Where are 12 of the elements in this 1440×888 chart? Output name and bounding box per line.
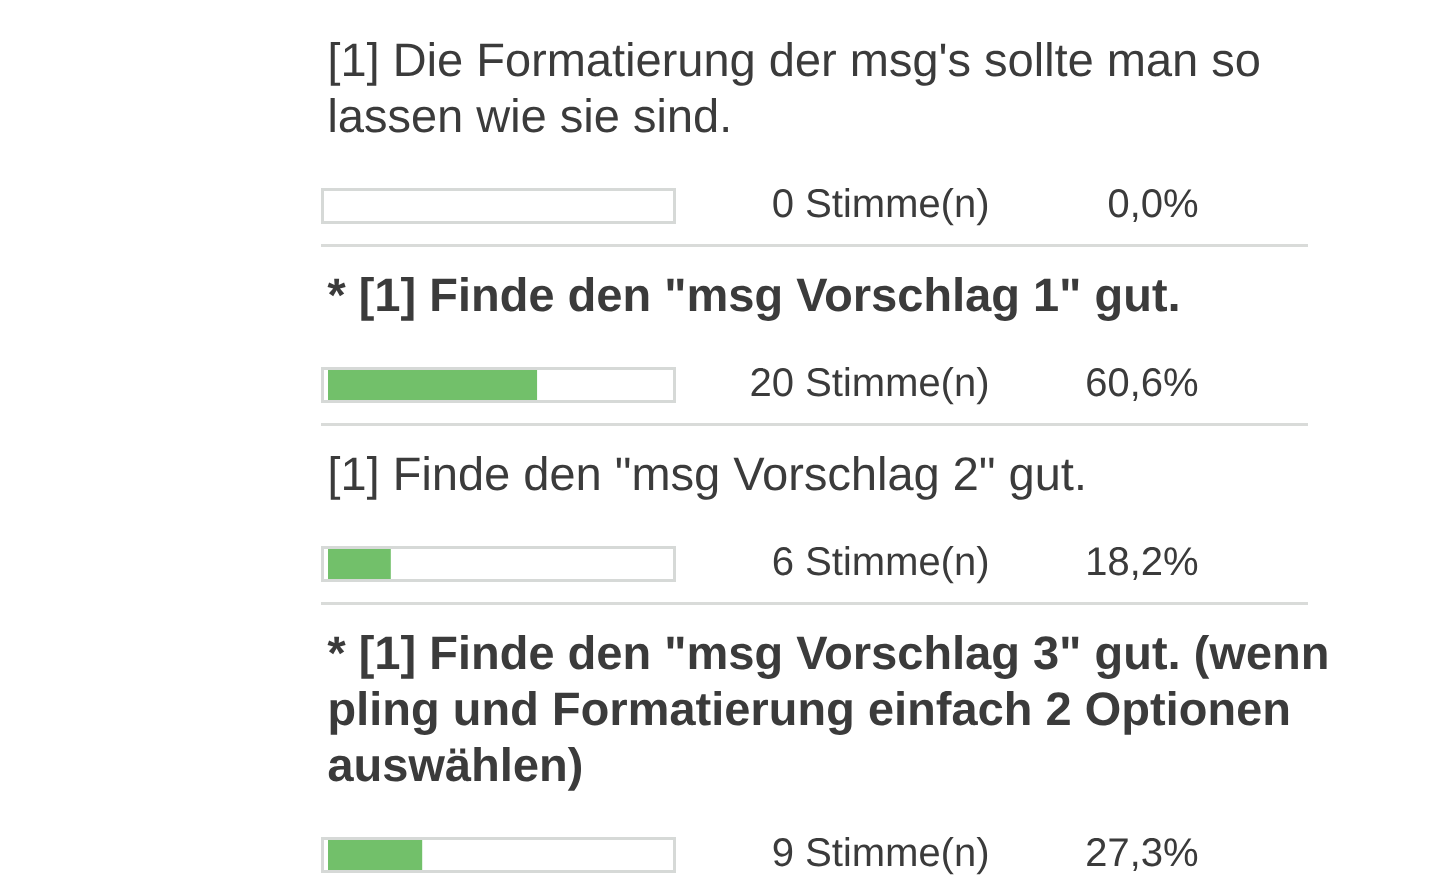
text: 9 Stimme(n) (773, 837, 988, 875)
data-label: 60,6% (1087, 368, 1198, 402)
y-tick-label: [1] Die Formatierung der msg's sollte man so lassen wie sie sind. (330, 41, 1259, 133)
y-tick-label: [1] Finde den "msg Vorschlag 2" gut. (330, 455, 1083, 500)
text: 6 Stimme(n) (773, 546, 988, 584)
text: 20 Stimme(n) (751, 367, 988, 405)
text: 0 Stimme(n) (773, 188, 988, 226)
data-label: 18,2% (1088, 547, 1198, 581)
data-label: 27,3% (1087, 838, 1198, 872)
data-label: 0,0% (1109, 189, 1198, 223)
y-tick-label: * [1] Finde den "msg Vorschlag 1" gut. (327, 276, 1178, 321)
y-tick-label: * [1] Finde den "msg Vorschlag 3" gut. (wenn pling und Formatierung einfach 2 Optionen auswählen) (327, 634, 1327, 791)
